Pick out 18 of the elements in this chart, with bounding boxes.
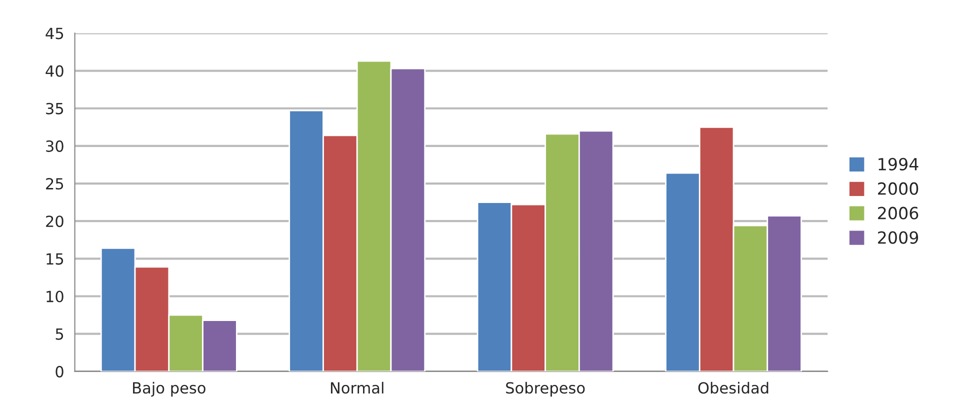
legend-label: 2000 [878, 182, 918, 195]
y-tick-label: 0 [56, 366, 64, 378]
y-tick-label: 15 [46, 253, 64, 265]
x-tick-label: Sobrepeso [506, 382, 585, 397]
y-tick-label: 25 [46, 178, 64, 190]
y-tick-label: 35 [46, 102, 64, 114]
y-tick-label: 45 [46, 28, 64, 40]
legend-label: 2006 [878, 206, 918, 220]
x-tick-label: Bajo peso [133, 382, 206, 397]
legend-label: 1994 [878, 158, 918, 170]
y-tick-label: 30 [46, 140, 64, 152]
y-tick-label: 10 [46, 290, 64, 302]
x-tick-label: Normal [330, 382, 384, 394]
x-tick-label: Obesidad [698, 382, 768, 394]
legend-label: 2009 [878, 231, 918, 244]
y-tick-label: 20 [46, 216, 64, 228]
y-tick-label: 5 [56, 328, 64, 340]
y-tick-label: 40 [46, 65, 64, 77]
